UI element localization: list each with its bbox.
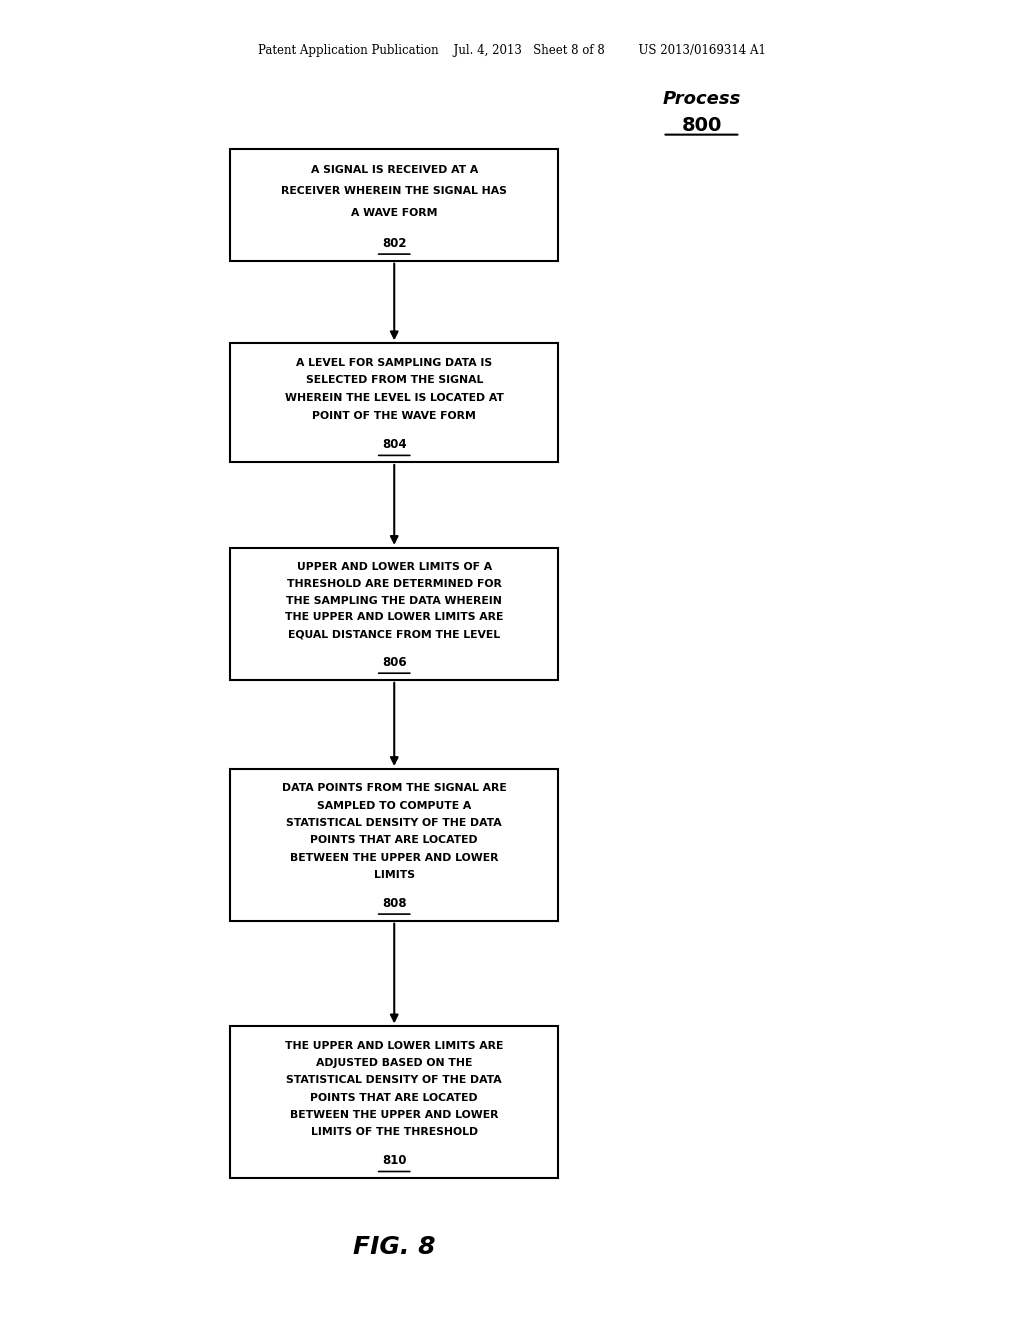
Text: STATISTICAL DENSITY OF THE DATA: STATISTICAL DENSITY OF THE DATA	[287, 818, 502, 828]
Text: 802: 802	[382, 238, 407, 249]
FancyBboxPatch shape	[230, 768, 558, 921]
Text: Patent Application Publication    Jul. 4, 2013   Sheet 8 of 8         US 2013/01: Patent Application Publication Jul. 4, 2…	[258, 44, 766, 57]
Text: EQUAL DISTANCE FROM THE LEVEL: EQUAL DISTANCE FROM THE LEVEL	[288, 630, 501, 639]
Text: 810: 810	[382, 1155, 407, 1167]
Text: POINTS THAT ARE LOCATED: POINTS THAT ARE LOCATED	[310, 836, 478, 845]
Text: ADJUSTED BASED ON THE: ADJUSTED BASED ON THE	[316, 1057, 472, 1068]
FancyBboxPatch shape	[230, 343, 558, 462]
Text: LIMITS: LIMITS	[374, 870, 415, 880]
Text: SELECTED FROM THE SIGNAL: SELECTED FROM THE SIGNAL	[305, 375, 483, 385]
FancyBboxPatch shape	[230, 548, 558, 680]
Text: 806: 806	[382, 656, 407, 669]
Text: DATA POINTS FROM THE SIGNAL ARE: DATA POINTS FROM THE SIGNAL ARE	[282, 783, 507, 793]
Text: POINT OF THE WAVE FORM: POINT OF THE WAVE FORM	[312, 411, 476, 421]
Text: SAMPLED TO COMPUTE A: SAMPLED TO COMPUTE A	[317, 800, 471, 810]
Text: WHEREIN THE LEVEL IS LOCATED AT: WHEREIN THE LEVEL IS LOCATED AT	[285, 393, 504, 404]
Text: RECEIVER WHEREIN THE SIGNAL HAS: RECEIVER WHEREIN THE SIGNAL HAS	[282, 186, 507, 197]
Text: BETWEEN THE UPPER AND LOWER: BETWEEN THE UPPER AND LOWER	[290, 1110, 499, 1121]
Text: A LEVEL FOR SAMPLING DATA IS: A LEVEL FOR SAMPLING DATA IS	[296, 358, 493, 368]
Text: 808: 808	[382, 898, 407, 909]
Text: THE UPPER AND LOWER LIMITS ARE: THE UPPER AND LOWER LIMITS ARE	[285, 1040, 504, 1051]
Text: POINTS THAT ARE LOCATED: POINTS THAT ARE LOCATED	[310, 1093, 478, 1102]
Text: 804: 804	[382, 438, 407, 451]
Text: LIMITS OF THE THRESHOLD: LIMITS OF THE THRESHOLD	[310, 1127, 478, 1138]
Text: THE UPPER AND LOWER LIMITS ARE: THE UPPER AND LOWER LIMITS ARE	[285, 612, 504, 623]
Text: FIG. 8: FIG. 8	[353, 1236, 435, 1259]
Text: A SIGNAL IS RECEIVED AT A: A SIGNAL IS RECEIVED AT A	[310, 165, 478, 174]
FancyBboxPatch shape	[230, 1027, 558, 1177]
Text: BETWEEN THE UPPER AND LOWER: BETWEEN THE UPPER AND LOWER	[290, 853, 499, 863]
Text: A WAVE FORM: A WAVE FORM	[351, 209, 437, 218]
Text: THRESHOLD ARE DETERMINED FOR: THRESHOLD ARE DETERMINED FOR	[287, 578, 502, 589]
Text: STATISTICAL DENSITY OF THE DATA: STATISTICAL DENSITY OF THE DATA	[287, 1076, 502, 1085]
Text: UPPER AND LOWER LIMITS OF A: UPPER AND LOWER LIMITS OF A	[297, 562, 492, 572]
Text: THE SAMPLING THE DATA WHEREIN: THE SAMPLING THE DATA WHEREIN	[287, 595, 502, 606]
Text: Process: Process	[663, 90, 740, 108]
Text: 800: 800	[681, 116, 722, 135]
FancyBboxPatch shape	[230, 149, 558, 261]
